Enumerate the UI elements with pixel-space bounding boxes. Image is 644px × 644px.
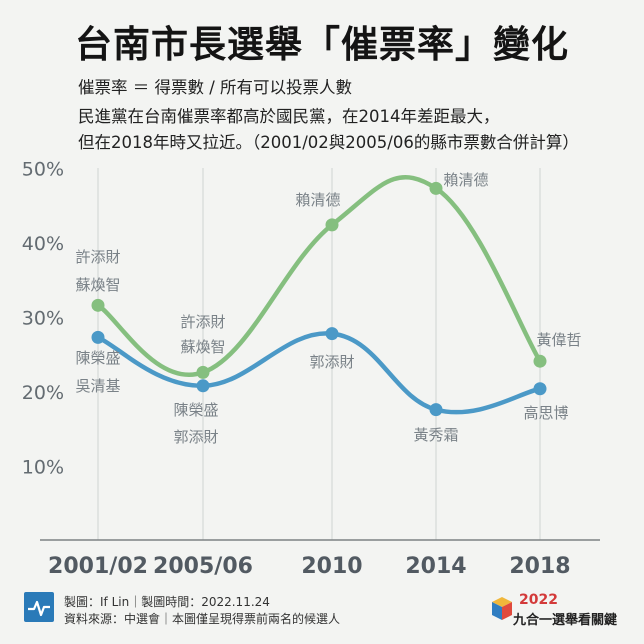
candidate-label: 高思博 <box>523 404 568 422</box>
data-point <box>533 354 547 368</box>
x-tick-label: 2010 <box>301 554 362 579</box>
x-tick-label: 2014 <box>405 554 466 579</box>
candidate-label: 黃偉哲 <box>536 331 581 349</box>
y-tick-label: 10% <box>22 457 64 479</box>
data-point <box>91 298 105 312</box>
brand-year: 2022 <box>519 592 558 608</box>
x-tick-label: 2018 <box>509 554 570 579</box>
y-tick-label: 50% <box>22 159 64 181</box>
x-axis: 2001/02 2005/06 2010 2014 2018 <box>48 554 571 579</box>
candidate-label: 黃秀霜 <box>413 426 458 444</box>
brand-text: 九合一選舉看關鍵 <box>513 613 618 628</box>
pulse-chart-icon <box>24 592 54 622</box>
y-tick-label: 40% <box>22 233 64 255</box>
x-tick-label: 2005/06 <box>153 554 253 579</box>
description-line-2: 但在2018年時又拉近。（2001/02與2005/06的縣市票數合併計算） <box>78 133 579 152</box>
y-axis: 10% 20% 30% 40% 50% <box>22 159 64 479</box>
candidate-label: 賴清德 <box>443 171 488 189</box>
formula-text: 催票率 ＝ 得票數 / 所有可以投票人數 <box>78 78 353 97</box>
candidate-label: 許添財 <box>180 313 225 331</box>
description: 民進黨在台南催票率都高於國民黨，在2014年差距最大， 但在2018年時又拉近。… <box>78 104 579 156</box>
cube-logo <box>490 592 514 626</box>
chart-series <box>91 175 547 417</box>
series-line-1 <box>95 331 543 415</box>
data-point <box>196 379 210 393</box>
description-line-1: 民進黨在台南催票率都高於國民黨，在2014年差距最大， <box>78 107 500 126</box>
data-point <box>91 330 105 344</box>
candidate-label: 蘇煥智 <box>75 276 120 294</box>
data-point <box>325 327 339 341</box>
y-tick-label: 20% <box>22 382 64 404</box>
source-line: 資料來源：中選會｜本圖僅呈現得票前兩名的候選人 <box>64 612 341 626</box>
credit-line: 製圖：If Lin｜製圖時間：2022.11.24 <box>64 595 270 609</box>
x-tick-label: 2001/02 <box>48 554 148 579</box>
candidate-label: 陳榮盛 <box>173 401 218 419</box>
y-tick-label: 30% <box>22 308 64 330</box>
data-point <box>533 382 547 396</box>
candidate-label: 賴清德 <box>295 191 340 209</box>
candidate-label: 蘇煥智 <box>180 338 225 356</box>
candidate-label: 許添財 <box>75 248 120 266</box>
data-point <box>429 181 443 195</box>
data-point <box>325 218 339 232</box>
data-point <box>196 365 210 379</box>
candidate-label: 吳清基 <box>75 377 120 395</box>
line-chart: 10%20%30%40%50% 2001/02 2005/06 2010 2014 20… <box>22 159 600 579</box>
candidate-label: 陳榮盛 <box>75 349 120 367</box>
data-point <box>429 403 443 417</box>
candidate-labels: 許添財蘇煥智許添財蘇煥智賴清德賴清德黃偉哲陳榮盛吳清基陳榮盛郭添財郭添財黃秀霜高… <box>75 171 581 446</box>
candidate-label: 郭添財 <box>173 428 218 446</box>
candidate-label: 郭添財 <box>309 353 354 371</box>
page-title: 台南市長選舉「催票率」變化 <box>75 23 569 66</box>
